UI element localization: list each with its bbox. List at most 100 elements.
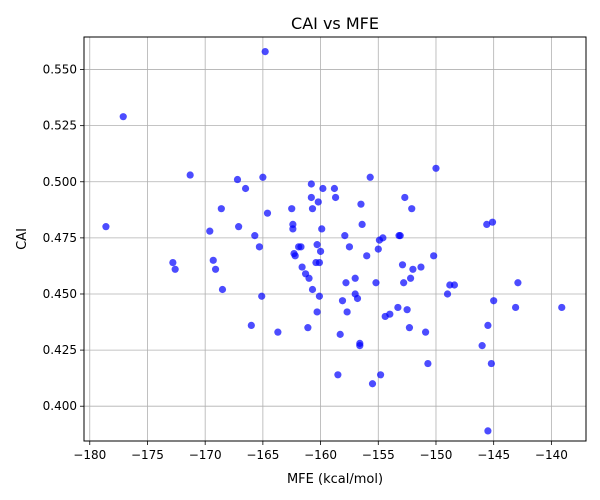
data-point — [514, 279, 522, 287]
data-point — [338, 297, 347, 305]
data-point — [490, 297, 498, 305]
data-point — [247, 321, 255, 330]
y-tick-label: 0.550 — [43, 63, 77, 77]
data-point — [484, 321, 492, 330]
data-point — [305, 274, 313, 282]
data-point — [358, 220, 366, 229]
data-point — [386, 310, 394, 318]
data-point — [261, 47, 269, 56]
data-point — [334, 371, 342, 379]
data-point — [343, 308, 351, 316]
plot-frame — [83, 36, 587, 442]
data-point — [315, 258, 324, 267]
data-point — [259, 173, 267, 181]
y-tick-label: 0.425 — [43, 343, 77, 357]
data-point — [307, 180, 315, 188]
data-point — [366, 173, 374, 181]
data-point — [342, 279, 350, 287]
data-point — [304, 324, 312, 332]
data-point — [308, 205, 317, 213]
data-point — [330, 184, 339, 193]
x-axis-ticks: −180 −175 −170 −165 −160 −155 −150 −145 −140 — [73, 441, 568, 462]
data-point — [379, 234, 387, 242]
data-point — [406, 274, 415, 282]
x-tick-label: −145 — [477, 448, 510, 462]
data-point — [353, 294, 362, 303]
data-point — [119, 113, 127, 121]
data-point — [398, 261, 407, 269]
data-point — [351, 274, 359, 282]
data-point — [450, 281, 459, 289]
data-point — [478, 342, 486, 350]
data-point — [291, 252, 299, 260]
data-point — [372, 279, 380, 287]
data-point — [297, 243, 305, 251]
plot-area — [84, 37, 586, 441]
chart-title: CAI vs MFE — [291, 14, 379, 33]
data-point — [169, 258, 177, 267]
data-point — [233, 175, 242, 184]
data-point — [483, 220, 491, 229]
data-point — [274, 328, 282, 336]
data-point — [289, 225, 297, 233]
data-point — [298, 263, 306, 271]
data-point — [331, 193, 340, 202]
y-axis-label: CAI — [15, 228, 30, 250]
data-point — [336, 330, 344, 338]
data-point — [241, 184, 250, 193]
data-point — [255, 243, 264, 251]
data-point — [403, 306, 411, 314]
data-point — [341, 232, 349, 240]
data-point — [318, 225, 326, 233]
data-point — [409, 265, 417, 273]
x-tick-label: −160 — [304, 448, 337, 462]
data-point — [211, 265, 220, 273]
x-tick-label: −175 — [131, 448, 164, 462]
data-points — [102, 47, 566, 435]
data-point — [430, 252, 438, 260]
x-tick-label: −180 — [73, 448, 106, 462]
data-point — [263, 209, 272, 217]
data-point — [417, 263, 425, 271]
data-point — [484, 427, 492, 435]
data-point — [315, 292, 324, 300]
data-point — [235, 223, 243, 231]
x-tick-label: −155 — [362, 448, 395, 462]
data-point — [356, 342, 364, 350]
data-point — [217, 205, 225, 213]
y-tick-label: 0.525 — [43, 119, 77, 133]
x-tick-label: −150 — [419, 448, 452, 462]
data-point — [209, 256, 217, 264]
data-point — [206, 227, 214, 235]
data-point — [421, 328, 430, 336]
x-tick-label: −140 — [535, 448, 568, 462]
x-tick-label: −170 — [189, 448, 222, 462]
data-point — [357, 200, 365, 208]
data-point — [313, 241, 321, 249]
y-tick-label: 0.475 — [43, 231, 77, 245]
data-point — [308, 285, 317, 294]
grid-lines — [84, 37, 586, 441]
y-tick-label: 0.400 — [43, 399, 77, 413]
data-point — [376, 371, 385, 379]
data-point — [487, 359, 495, 368]
data-point — [218, 285, 227, 294]
data-point — [400, 279, 408, 287]
data-point — [443, 290, 452, 298]
y-axis-ticks: 0.400 0.425 0.450 0.475 0.500 0.525 0.550 — [43, 63, 84, 413]
data-point — [345, 243, 354, 251]
data-point — [558, 303, 566, 312]
x-tick-label: −165 — [246, 448, 279, 462]
data-point — [319, 184, 327, 193]
data-point — [313, 308, 321, 316]
data-point — [394, 303, 402, 312]
data-point — [171, 265, 179, 273]
x-axis-label: MFE (kcal/mol) — [287, 472, 383, 487]
data-point — [374, 245, 382, 253]
data-point — [316, 247, 325, 255]
data-point — [432, 164, 440, 172]
data-point — [288, 205, 296, 213]
data-point — [424, 359, 432, 368]
data-point — [512, 303, 520, 312]
